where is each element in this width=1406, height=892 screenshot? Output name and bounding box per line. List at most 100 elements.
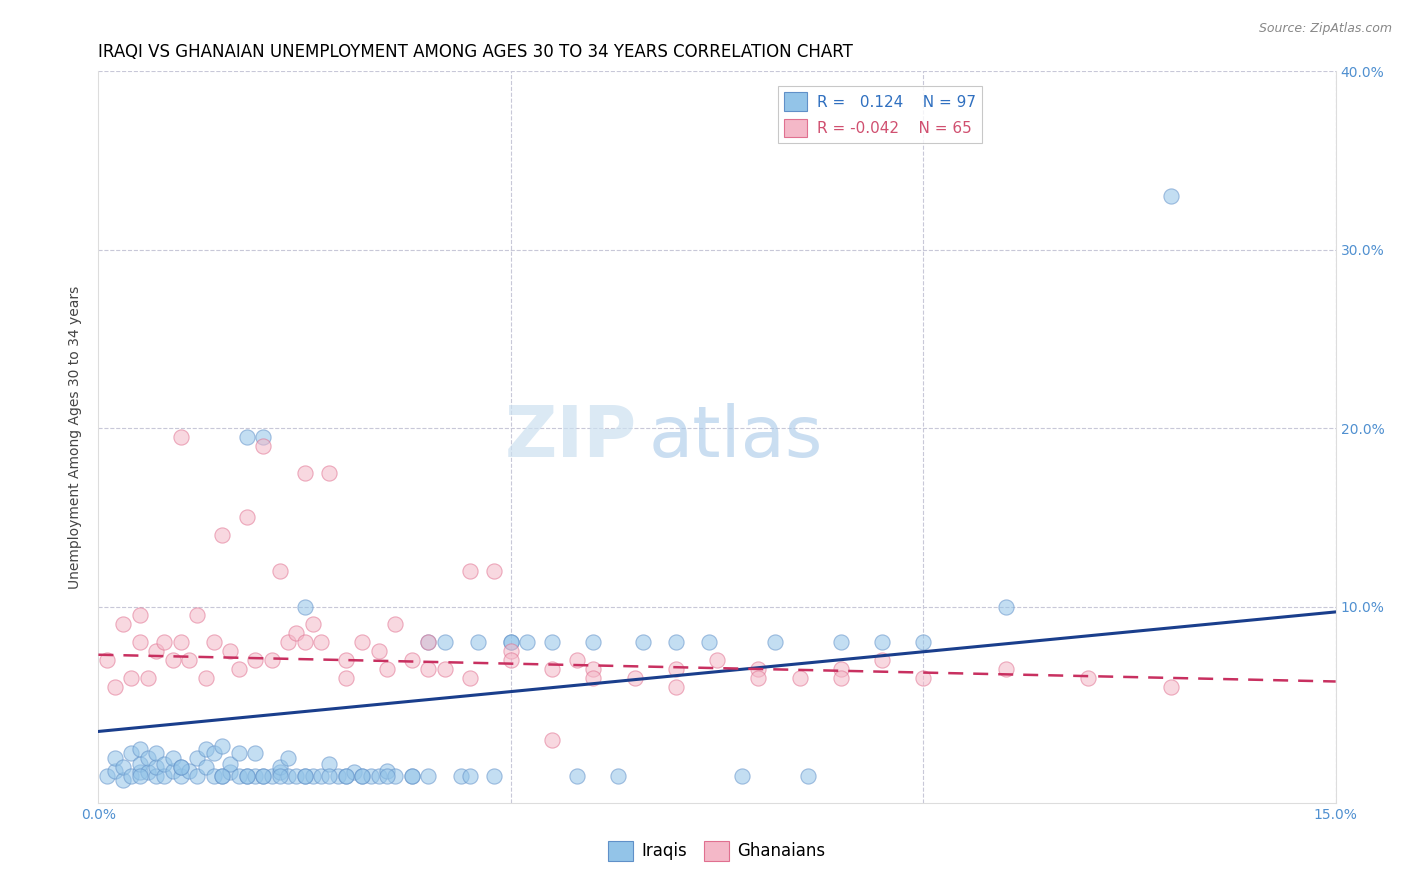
Point <box>243 653 266 667</box>
Point <box>484 769 506 783</box>
Point <box>458 671 481 685</box>
Point <box>830 635 852 649</box>
Point <box>747 671 769 685</box>
Point <box>243 746 266 760</box>
Point <box>277 751 299 765</box>
Point <box>136 765 159 780</box>
Point <box>211 739 233 753</box>
Point <box>104 751 127 765</box>
Point <box>516 635 538 649</box>
Point <box>252 439 274 453</box>
Text: Source: ZipAtlas.com: Source: ZipAtlas.com <box>1258 22 1392 36</box>
Point <box>219 644 242 658</box>
Point <box>277 769 299 783</box>
Point <box>375 769 398 783</box>
Point <box>162 764 184 778</box>
Point <box>994 599 1017 614</box>
Point <box>870 653 893 667</box>
Point <box>269 760 291 774</box>
Point <box>309 635 332 649</box>
Point <box>450 769 472 783</box>
Point <box>112 772 135 787</box>
Point <box>565 653 588 667</box>
Point <box>352 635 374 649</box>
Point <box>194 742 217 756</box>
Point <box>499 635 522 649</box>
Point <box>243 769 266 783</box>
Point <box>418 635 440 649</box>
Point <box>145 644 167 658</box>
Point <box>236 769 259 783</box>
Point <box>631 635 654 649</box>
Point <box>318 756 340 771</box>
Point <box>252 769 274 783</box>
Point <box>202 769 225 783</box>
Point <box>294 466 316 480</box>
Point <box>179 764 201 778</box>
Point <box>335 769 357 783</box>
Point <box>294 635 316 649</box>
Point <box>607 769 630 783</box>
Point <box>565 769 588 783</box>
Point <box>912 635 935 649</box>
Point <box>367 644 389 658</box>
Point <box>375 662 398 676</box>
Point <box>294 769 316 783</box>
Point <box>541 635 564 649</box>
Point <box>582 662 605 676</box>
Point <box>697 635 720 649</box>
Point <box>1077 671 1099 685</box>
Point <box>499 635 522 649</box>
Point <box>665 662 688 676</box>
Point <box>211 769 233 783</box>
Point <box>145 769 167 783</box>
Point <box>145 746 167 760</box>
Point <box>153 635 176 649</box>
Point <box>128 769 150 783</box>
Point <box>236 430 259 444</box>
Point <box>136 751 159 765</box>
Point <box>186 769 208 783</box>
Y-axis label: Unemployment Among Ages 30 to 34 years: Unemployment Among Ages 30 to 34 years <box>69 285 83 589</box>
Point <box>747 662 769 676</box>
Point <box>418 635 440 649</box>
Point <box>96 769 118 783</box>
Point <box>186 751 208 765</box>
Point <box>343 765 366 780</box>
Point <box>458 564 481 578</box>
Point <box>912 671 935 685</box>
Point <box>211 769 233 783</box>
Text: ZIP: ZIP <box>505 402 637 472</box>
Point <box>112 760 135 774</box>
Point <box>228 662 250 676</box>
Point <box>582 671 605 685</box>
Point <box>170 760 193 774</box>
Point <box>418 662 440 676</box>
Point <box>797 769 820 783</box>
Point <box>96 653 118 667</box>
Point <box>352 769 374 783</box>
Point <box>228 769 250 783</box>
Point <box>360 769 382 783</box>
Point <box>120 746 142 760</box>
Point <box>145 760 167 774</box>
Point <box>236 769 259 783</box>
Point <box>870 635 893 649</box>
Point <box>285 769 308 783</box>
Point <box>433 635 456 649</box>
Point <box>128 765 150 780</box>
Point <box>170 635 193 649</box>
Point <box>830 662 852 676</box>
Point <box>153 756 176 771</box>
Point <box>499 653 522 667</box>
Point <box>170 760 193 774</box>
Point <box>763 635 786 649</box>
Point <box>202 635 225 649</box>
Point <box>269 765 291 780</box>
Point <box>401 769 423 783</box>
Point <box>236 510 259 524</box>
Point <box>582 635 605 649</box>
Point <box>120 769 142 783</box>
Point <box>260 769 283 783</box>
Point <box>194 760 217 774</box>
